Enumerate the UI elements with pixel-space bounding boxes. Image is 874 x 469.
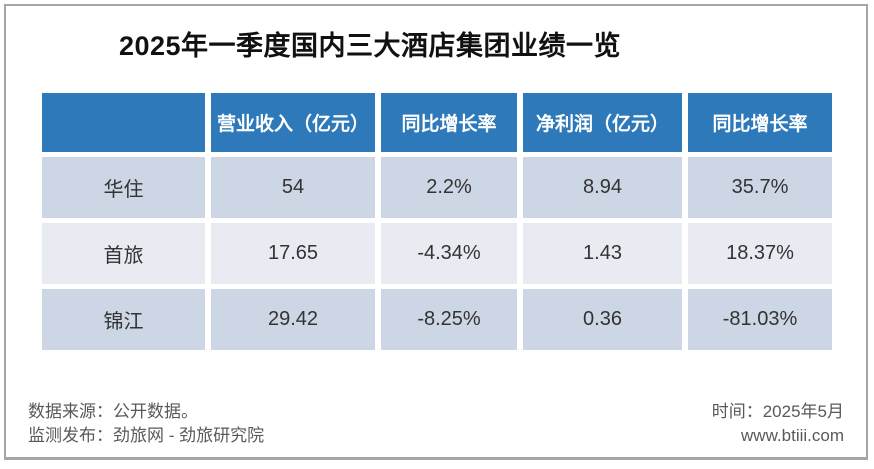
time-label: 时间：2025年5月 [711, 402, 844, 421]
page-title: 2025年一季度国内三大酒店集团业绩一览 [118, 31, 622, 61]
cell-btg-revenue-growth: -4.34% [381, 223, 517, 284]
hotel-performance-table: 营业收入（亿元） 同比增长率 净利润（亿元） 同比增长率 华住 54 2.2% … [42, 93, 832, 350]
cell-huazhu-profit-growth: 35.7% [688, 157, 832, 218]
col-header-revenue: 营业收入（亿元） [211, 93, 375, 152]
col-header-blank [42, 93, 205, 152]
data-source-label: 数据来源：公开数据。 [28, 402, 198, 421]
footer-source-block: 数据来源：公开数据。 监测发布：劲旅网 - 劲旅研究院 [28, 400, 264, 448]
cell-btg-name: 首旅 [42, 223, 205, 284]
website-url: www.btiii.com [741, 426, 844, 445]
col-header-net-profit: 净利润（亿元） [523, 93, 682, 152]
cell-jinjiang-net-profit: 0.36 [523, 289, 682, 350]
cell-btg-revenue: 17.65 [211, 223, 375, 284]
footer-meta-block: 时间：2025年5月 www.btiii.com [712, 400, 844, 448]
cell-huazhu-net-profit: 8.94 [523, 157, 682, 218]
cell-jinjiang-revenue-growth: -8.25% [381, 289, 517, 350]
cell-huazhu-revenue-growth: 2.2% [381, 157, 517, 218]
cell-jinjiang-revenue: 29.42 [211, 289, 375, 350]
col-header-profit-growth: 同比增长率 [688, 93, 832, 152]
cell-jinjiang-name: 锦江 [42, 289, 205, 350]
cell-huazhu-name: 华住 [42, 157, 205, 218]
cell-huazhu-revenue: 54 [211, 157, 375, 218]
col-header-revenue-growth: 同比增长率 [381, 93, 517, 152]
publisher-label: 监测发布：劲旅网 - 劲旅研究院 [28, 426, 265, 445]
cell-btg-profit-growth: 18.37% [688, 223, 832, 284]
cell-btg-net-profit: 1.43 [523, 223, 682, 284]
cell-jinjiang-profit-growth: -81.03% [688, 289, 832, 350]
